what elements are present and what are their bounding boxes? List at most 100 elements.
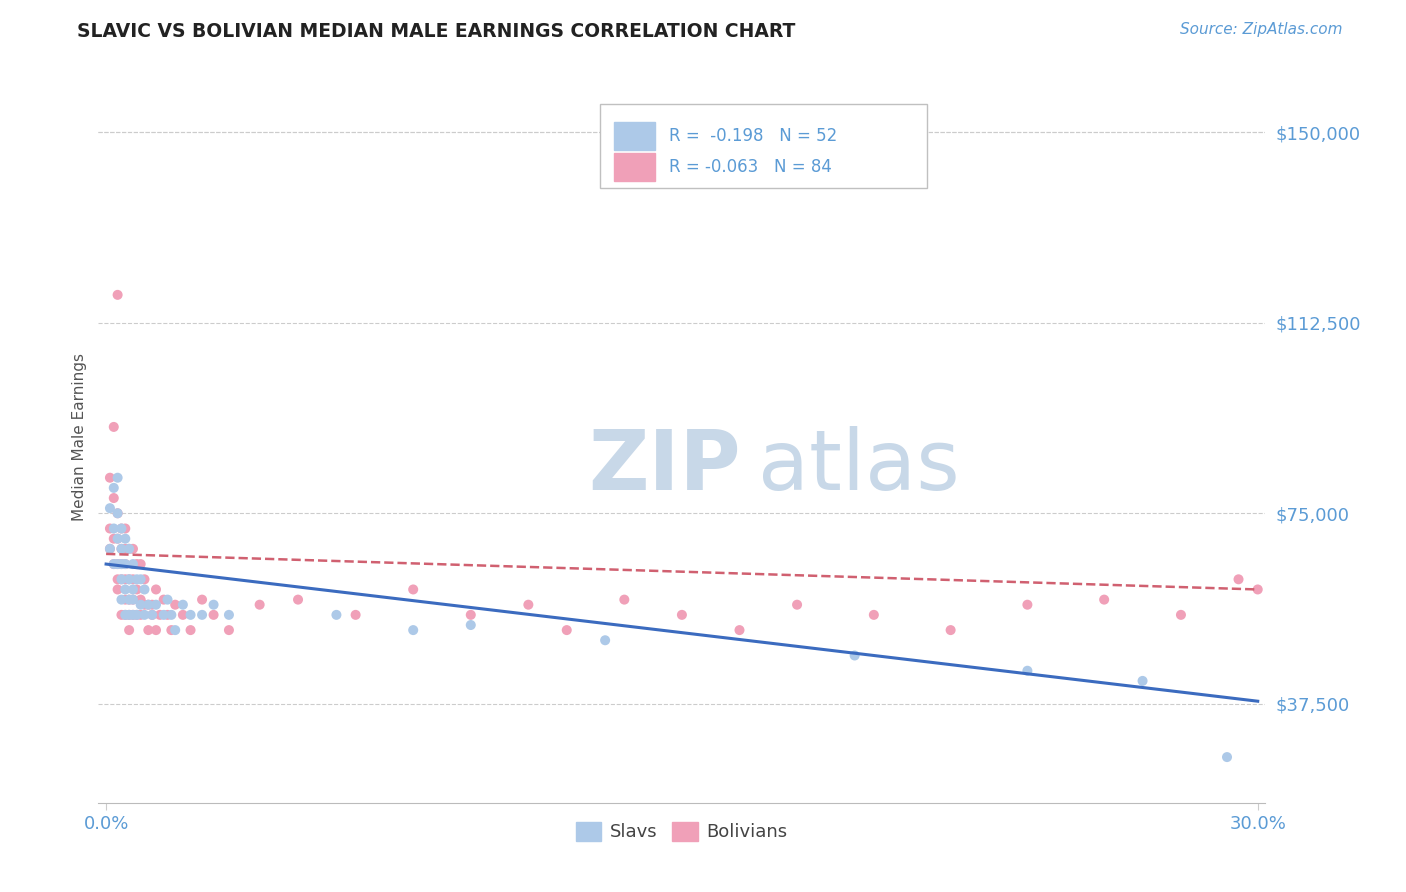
Point [110,572,132,586]
Point [671,607,693,622]
Point [593,633,616,648]
Point [107,582,129,597]
Point [844,648,866,663]
Point [110,557,132,571]
Point [344,607,367,622]
Point [136,623,159,637]
Point [98,541,121,556]
Point [165,623,187,637]
Point [145,582,167,597]
Point [122,607,145,622]
Point [786,598,808,612]
Point [152,607,174,622]
Point [107,532,129,546]
Point [555,623,578,637]
Point [145,598,167,612]
Point [1092,592,1115,607]
Point [1132,673,1154,688]
Point [129,592,152,607]
Point [191,592,214,607]
Point [402,582,425,597]
Point [118,592,141,607]
Point [110,521,132,535]
Point [1303,592,1326,607]
Point [118,607,141,622]
Point [114,582,136,597]
Point [218,623,240,637]
Point [114,541,136,556]
Point [149,607,172,622]
Point [191,607,214,622]
Point [1265,598,1288,612]
Point [103,481,125,495]
Point [141,598,163,612]
Point [103,532,125,546]
Point [118,607,141,622]
Point [1354,582,1376,597]
Point [103,557,125,571]
Text: Source: ZipAtlas.com: Source: ZipAtlas.com [1180,22,1343,37]
Point [114,607,136,622]
Point [118,572,141,586]
Point [114,557,136,571]
Point [103,521,125,535]
Point [165,598,187,612]
Point [98,501,121,516]
Point [136,598,159,612]
Point [122,557,145,571]
Point [110,521,132,535]
Point [122,592,145,607]
Point [287,592,309,607]
Point [118,541,141,556]
Text: ZIP: ZIP [589,425,741,507]
Point [129,557,152,571]
Point [134,598,156,612]
Point [114,607,136,622]
Point [160,623,183,637]
Point [110,607,132,622]
Y-axis label: Median Male Earnings: Median Male Earnings [72,353,87,521]
Point [1227,572,1250,586]
Point [180,623,202,637]
Point [180,607,202,622]
Point [110,541,132,556]
Point [107,532,129,546]
Point [107,506,129,520]
Point [517,598,540,612]
Point [114,592,136,607]
Point [114,532,136,546]
Point [125,572,148,586]
Point [103,557,125,571]
Point [114,521,136,535]
Point [129,572,152,586]
Point [118,623,141,637]
Point [1170,607,1192,622]
Point [107,288,129,302]
Point [141,607,163,622]
Point [1247,582,1270,597]
Point [103,491,125,505]
Text: atlas: atlas [758,425,959,507]
Point [728,623,751,637]
Point [122,607,145,622]
Point [152,592,174,607]
Point [110,592,132,607]
Point [114,572,136,586]
Bar [614,153,655,181]
Point [172,598,194,612]
Point [98,471,121,485]
Point [325,607,347,622]
Point [125,607,148,622]
Point [202,598,225,612]
FancyBboxPatch shape [600,104,927,188]
Point [460,618,482,632]
Point [134,572,156,586]
Point [1017,664,1039,678]
Point [218,607,240,622]
Point [122,541,145,556]
Point [939,623,962,637]
Point [107,557,129,571]
Point [156,592,179,607]
Point [160,607,183,622]
Point [202,607,225,622]
